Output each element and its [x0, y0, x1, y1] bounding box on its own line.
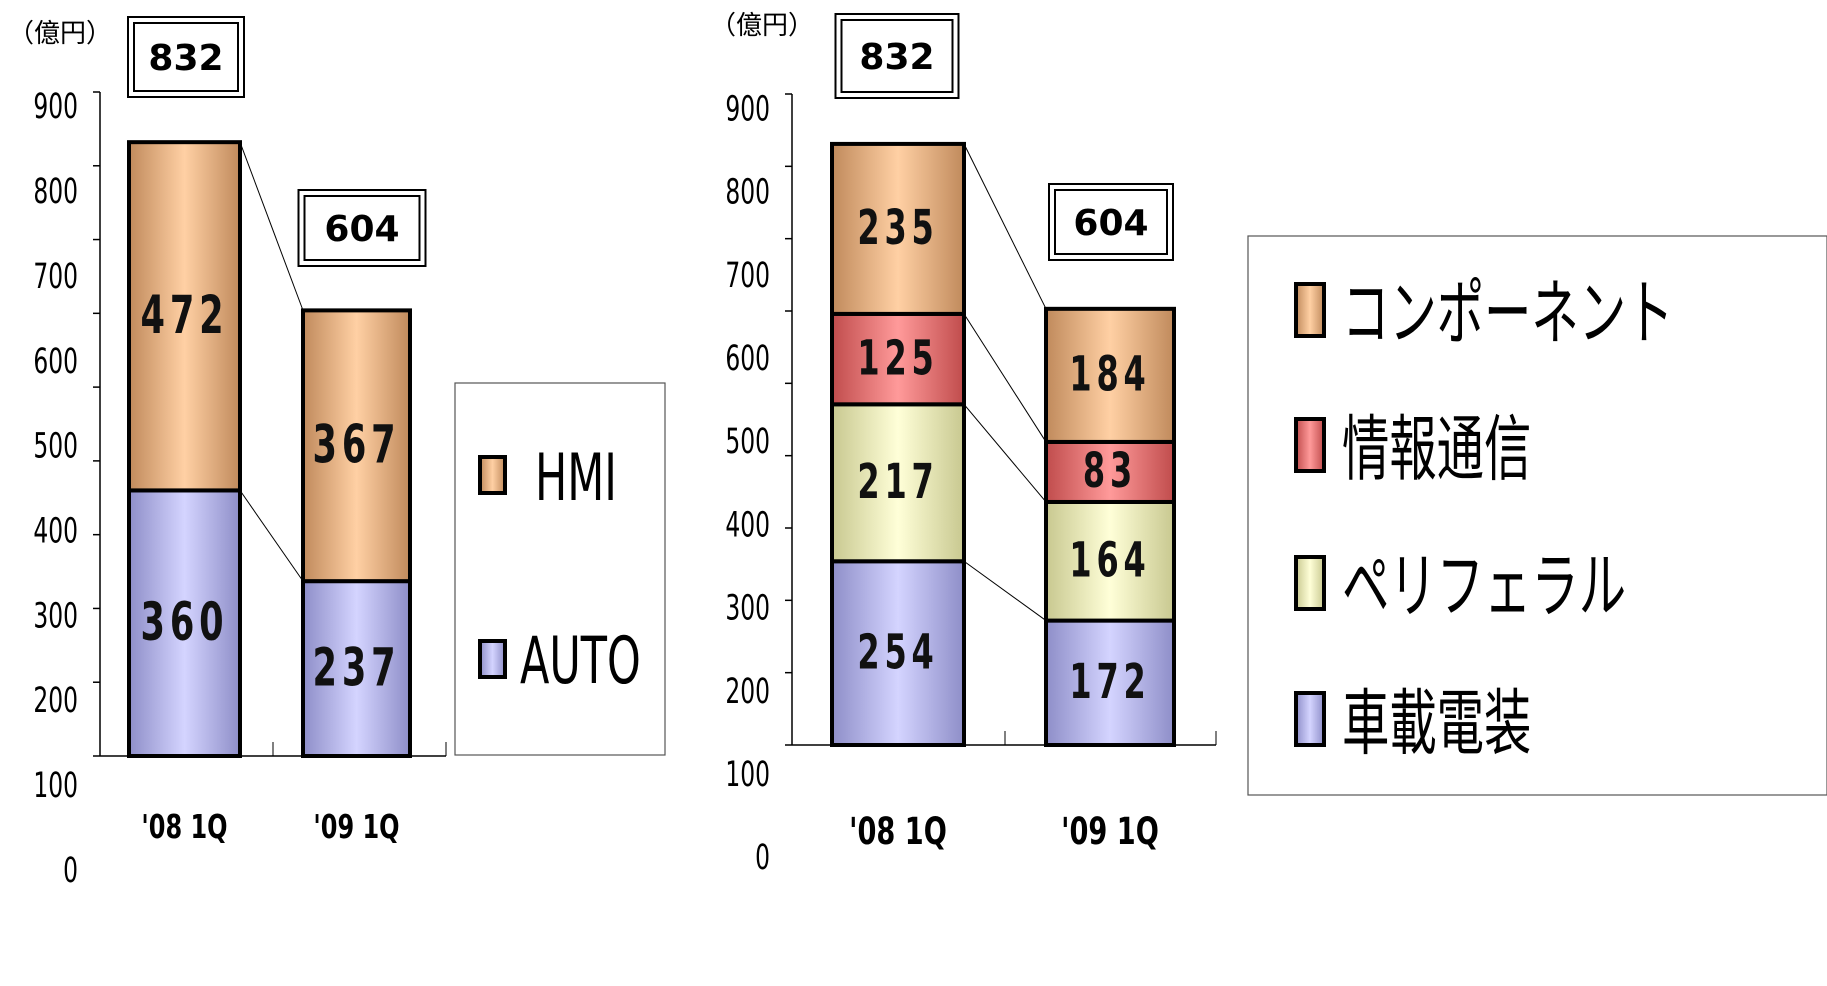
- bar-segment: [1044, 499, 1176, 623]
- data-label: 367: [313, 413, 401, 475]
- legend-label: コンポーネント: [1342, 273, 1673, 356]
- y-tick-label: 200: [33, 681, 78, 721]
- chart-1: （億円） 0 100 200 300 400 500 600 700 800 900 360 472 '0…: [8, 16, 666, 890]
- legend-swatch: [478, 455, 507, 495]
- legend: HMI AUTO: [454, 382, 666, 756]
- y-tick-label: 0: [63, 850, 78, 890]
- bar-segment: [830, 559, 966, 747]
- data-label: 172: [1069, 653, 1150, 709]
- total-label: 604: [324, 209, 399, 250]
- bar-segment: [127, 488, 242, 758]
- y-tick-label: 600: [33, 341, 78, 381]
- bar-segment: [1044, 439, 1176, 504]
- y-tick-label: 100: [33, 765, 78, 805]
- data-label: 360: [141, 590, 229, 652]
- legend-swatch: [1294, 555, 1326, 611]
- series-connector-line: [239, 490, 304, 582]
- data-label: 184: [1069, 346, 1150, 402]
- y-tick-label: 600: [725, 338, 770, 378]
- y-tick-label: 0: [755, 838, 770, 878]
- total-label: 832: [148, 38, 223, 79]
- y-tick-label: 900: [725, 89, 770, 129]
- legend-frame: [454, 382, 666, 756]
- series-connector-line: [239, 141, 304, 311]
- x-tick-label: '09 1Q: [313, 807, 399, 846]
- data-label: 254: [857, 624, 938, 680]
- legend-swatch: [1294, 282, 1326, 338]
- y-tick-label: 300: [725, 588, 770, 628]
- series-connector-line: [963, 143, 1047, 310]
- legend-label: AUTO: [520, 623, 641, 699]
- data-label: 83: [1083, 442, 1137, 498]
- total-box: 832: [834, 13, 960, 99]
- data-label: 235: [857, 199, 938, 255]
- y-tick-label: 400: [33, 511, 78, 551]
- total-label: 604: [1073, 203, 1148, 244]
- y-tick-label: 100: [725, 754, 770, 794]
- legend-label: HMI: [535, 440, 617, 516]
- y-tick-label: 800: [725, 172, 770, 212]
- legend-swatch: [1294, 691, 1326, 747]
- data-label: 237: [313, 636, 401, 698]
- unit-label: （億円）: [710, 11, 814, 41]
- y-tick-label: 500: [725, 422, 770, 462]
- legend-label: 車載電装: [1342, 683, 1531, 766]
- total-label: 832: [859, 37, 934, 78]
- bar-segment: [830, 141, 966, 316]
- y-tick-label: 900: [33, 87, 78, 127]
- data-label: 125: [857, 330, 938, 386]
- total-box: 832: [127, 16, 245, 98]
- y-tick-label: 500: [33, 426, 78, 466]
- series-connector-line: [963, 313, 1047, 443]
- x-tick-label: '08 1Q: [141, 807, 227, 846]
- data-label: 164: [1069, 532, 1150, 588]
- bar-segment: [1044, 306, 1176, 444]
- bar-segment: [301, 308, 412, 584]
- y-tick-label: 200: [725, 671, 770, 711]
- y-tick-label: 700: [725, 255, 770, 295]
- total-box: 604: [1048, 183, 1174, 261]
- y-tick-label: 800: [33, 171, 78, 211]
- bar-segment: [301, 579, 412, 758]
- series-connector-line: [963, 560, 1047, 621]
- x-tick-label: '09 1Q: [1061, 810, 1159, 853]
- data-label: 472: [141, 284, 229, 346]
- legend-label: ペリフェラル: [1342, 546, 1626, 629]
- bar-segment: [127, 140, 242, 493]
- legend-swatch: [478, 639, 507, 679]
- legend-swatch: [1294, 417, 1326, 473]
- chart-2: （億円） 0 100 200 300 400 500 600 700 800 900 254 217 12…: [710, 11, 1827, 877]
- legend-frame: [1247, 235, 1827, 796]
- y-tick-label: 400: [725, 505, 770, 545]
- total-box: 604: [297, 189, 427, 267]
- data-label: 217: [857, 453, 938, 509]
- series-connector-line: [963, 403, 1047, 503]
- x-tick-label: '08 1Q: [849, 810, 947, 853]
- bar-segment: [830, 311, 966, 407]
- y-tick-label: 700: [33, 256, 78, 296]
- y-tick-label: 300: [33, 596, 78, 636]
- unit-label: （億円）: [8, 19, 112, 49]
- legend-label: 情報通信: [1342, 409, 1531, 492]
